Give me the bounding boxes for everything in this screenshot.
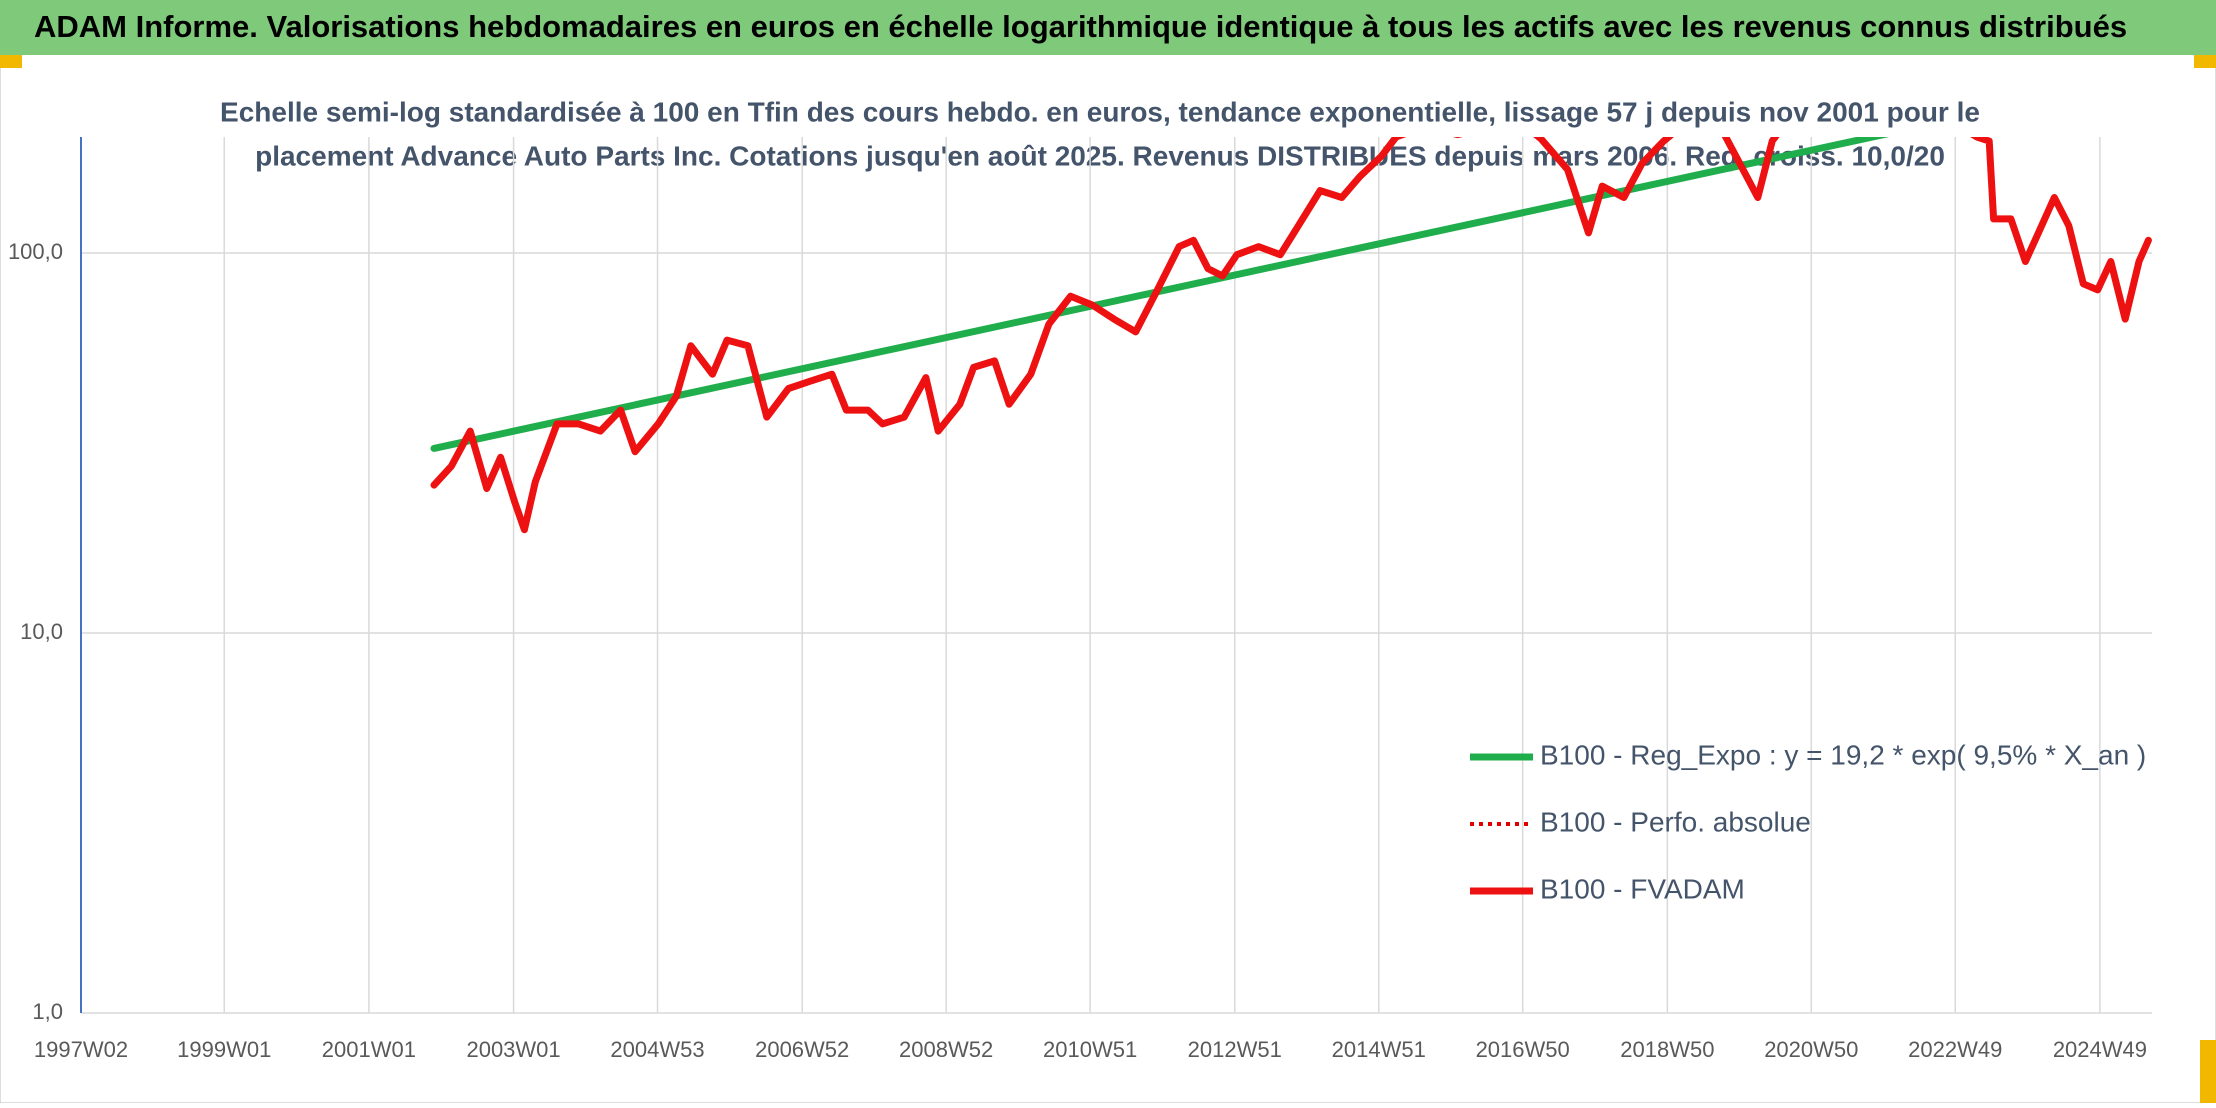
x-tick-label: 2008W52 [899, 1037, 993, 1062]
corner [2194, 55, 2216, 68]
plot-area [430, 137, 2152, 534]
x-tick-label: 2012W51 [1188, 1037, 1282, 1062]
legend: B100 - Reg_Expo : y = 19,2 * exp( 9,5% *… [1470, 739, 2146, 904]
corner [0, 55, 22, 68]
x-tick-label: 2022W49 [1908, 1037, 2002, 1062]
series-line [430, 137, 2152, 534]
x-tick-label: 2018W50 [1620, 1037, 1714, 1062]
x-tick-label: 2016W50 [1476, 1037, 1570, 1062]
x-tick-label: 2020W50 [1764, 1037, 1858, 1062]
series-line [430, 137, 1890, 452]
y-tick-label: 10,0 [20, 619, 63, 644]
legend-label: B100 - Perfo. absolue [1540, 806, 1811, 837]
y-tick-label: 100,0 [8, 239, 63, 264]
x-tick-label: 2006W52 [755, 1037, 849, 1062]
x-tick-label: 2003W01 [466, 1037, 560, 1062]
chart-title: ADAM Informe. Valorisations hebdomadaire… [34, 9, 2127, 44]
x-tick-label: 1997W02 [34, 1037, 128, 1062]
corner [2200, 1040, 2216, 1103]
legend-label: B100 - FVADAM [1540, 873, 1745, 904]
x-tick-label: 2010W51 [1043, 1037, 1137, 1062]
x-tick-label: 2014W51 [1332, 1037, 1426, 1062]
y-tick-label: 1,0 [32, 999, 63, 1024]
x-tick-label: 1999W01 [177, 1037, 271, 1062]
subtitle: placement Advance Auto Parts Inc. Cotati… [255, 140, 1945, 171]
banner [0, 0, 2216, 55]
x-tick-label: 2024W49 [2053, 1037, 2147, 1062]
legend-label: B100 - Reg_Expo : y = 19,2 * exp( 9,5% *… [1540, 739, 2146, 770]
axis-labels: 1,0 10,0 100,0 1997W02 1999W01 2001W01 2003W01… [8, 239, 2147, 1062]
x-tick-label: 2004W53 [610, 1037, 704, 1062]
x-tick-label: 2001W01 [322, 1037, 416, 1062]
subtitle: Echelle semi-log standardisée à 100 en T… [220, 96, 1980, 127]
grid [80, 137, 2152, 1014]
